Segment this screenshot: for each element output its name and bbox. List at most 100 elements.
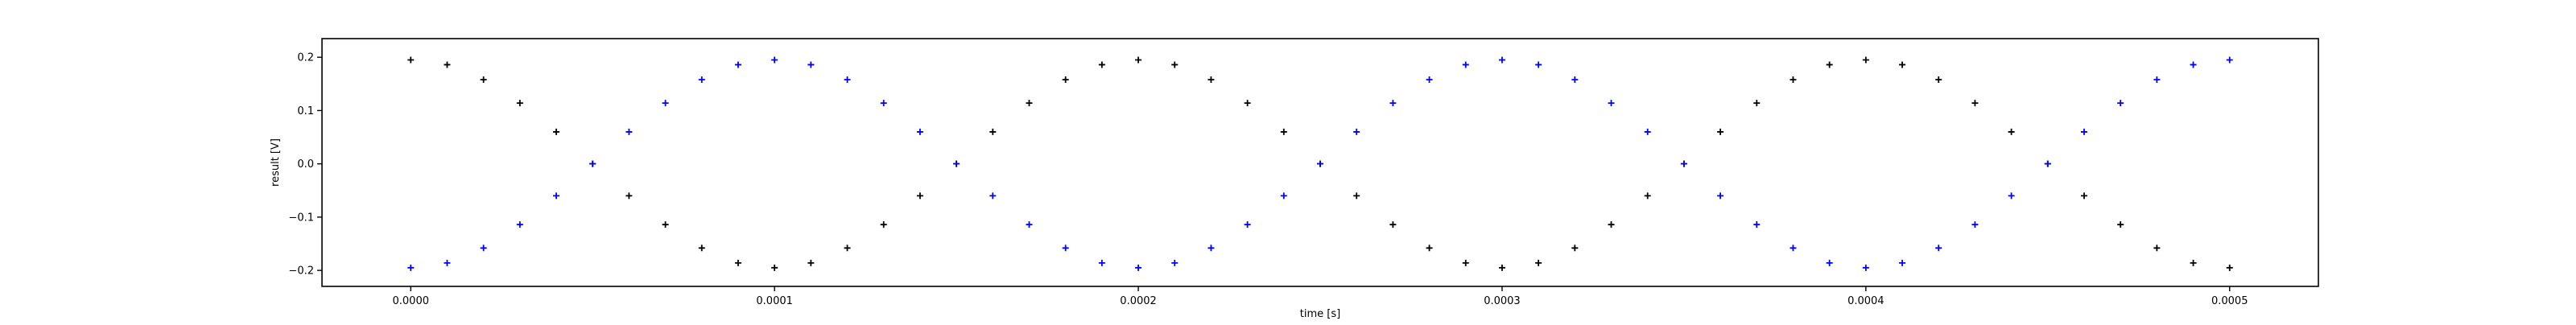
data-point xyxy=(407,56,415,64)
data-point xyxy=(807,259,815,266)
data-point xyxy=(589,160,597,167)
data-point xyxy=(1644,192,1651,200)
data-point xyxy=(1498,264,1505,271)
data-point xyxy=(1426,245,1433,252)
data-point xyxy=(734,61,741,68)
y-tick-label: 0.1 xyxy=(297,105,314,117)
data-point xyxy=(1062,245,1069,252)
data-point xyxy=(2153,245,2161,252)
data-point xyxy=(698,245,705,252)
data-point xyxy=(553,128,560,135)
data-point xyxy=(625,128,633,135)
data-point xyxy=(1244,221,1251,228)
y-tick-label: −0.1 xyxy=(288,212,314,224)
data-point xyxy=(1135,56,1142,64)
data-point xyxy=(844,76,851,84)
data-point xyxy=(1098,61,1105,68)
data-point xyxy=(2117,221,2124,228)
data-point xyxy=(1208,245,1215,252)
data-point xyxy=(2008,192,2015,200)
data-point xyxy=(1644,128,1651,135)
data-point xyxy=(1098,259,1105,266)
series-0 xyxy=(407,56,2233,271)
data-point xyxy=(1026,100,1033,107)
data-point xyxy=(1826,61,1833,68)
data-point xyxy=(1280,192,1287,200)
data-point xyxy=(516,221,523,228)
data-point xyxy=(1244,100,1251,107)
data-point xyxy=(771,264,778,271)
data-point xyxy=(1790,76,1797,84)
data-point xyxy=(1971,221,1979,228)
data-point xyxy=(1317,160,1323,167)
x-axis-ticks: 0.0000 0.0001 0.0002 0.0003 0.0004 0.0005 xyxy=(393,286,2248,307)
data-point xyxy=(2153,76,2161,84)
data-point xyxy=(553,192,560,200)
data-point xyxy=(989,128,997,135)
data-point xyxy=(1680,160,1687,167)
data-point xyxy=(880,221,887,228)
x-tick-label: 0.0001 xyxy=(756,295,793,307)
data-point xyxy=(1899,61,1906,68)
data-point xyxy=(1753,221,1761,228)
y-tick-label: 0.0 xyxy=(297,158,314,171)
y-tick-label: 0.2 xyxy=(297,52,314,64)
data-point xyxy=(1389,221,1397,228)
x-tick-label: 0.0003 xyxy=(1484,295,1521,307)
data-point xyxy=(2226,56,2233,64)
data-point xyxy=(771,56,778,64)
data-point xyxy=(1717,128,1724,135)
data-point xyxy=(2080,128,2087,135)
data-series xyxy=(407,56,2233,271)
data-point xyxy=(953,160,960,167)
x-tick-label: 0.0004 xyxy=(1847,295,1885,307)
x-tick-label: 0.0005 xyxy=(2211,295,2248,307)
x-tick-label: 0.0000 xyxy=(393,295,430,307)
data-point xyxy=(516,100,523,107)
data-point xyxy=(916,192,923,200)
data-point xyxy=(844,245,851,252)
data-point xyxy=(625,192,633,200)
data-point xyxy=(1790,245,1797,252)
y-tick-label: −0.2 xyxy=(288,265,314,278)
data-point xyxy=(989,192,997,200)
data-point xyxy=(662,100,669,107)
data-point xyxy=(1353,128,1360,135)
x-axis-label: time [s] xyxy=(1300,308,1340,320)
data-point xyxy=(1935,245,1942,252)
data-point xyxy=(1971,100,1979,107)
data-point xyxy=(1862,264,1869,271)
data-point xyxy=(1171,259,1179,266)
data-point xyxy=(1899,259,1906,266)
data-point xyxy=(407,264,415,271)
data-point xyxy=(1062,76,1069,84)
y-axis-ticks: −0.2 −0.1 0.0 0.1 0.2 xyxy=(288,52,322,278)
data-point xyxy=(1535,259,1542,266)
data-point xyxy=(444,259,451,266)
data-point xyxy=(1280,128,1287,135)
data-point xyxy=(1171,61,1179,68)
data-point xyxy=(2080,192,2087,200)
data-point xyxy=(1426,76,1433,84)
data-point xyxy=(2190,61,2197,68)
data-point xyxy=(1535,61,1542,68)
data-point xyxy=(2226,264,2233,271)
data-point xyxy=(880,100,887,107)
data-point xyxy=(1608,221,1615,228)
plot-frame xyxy=(321,38,2319,287)
data-point xyxy=(1753,100,1761,107)
data-point xyxy=(1608,100,1615,107)
data-point xyxy=(1498,56,1505,64)
series-1 xyxy=(407,56,2233,271)
x-tick-label: 0.0002 xyxy=(1120,295,1157,307)
data-point xyxy=(698,76,705,84)
data-point xyxy=(1026,221,1033,228)
data-point xyxy=(1389,100,1397,107)
data-point xyxy=(1717,192,1724,200)
data-point xyxy=(734,259,741,266)
data-point xyxy=(1208,76,1215,84)
data-point xyxy=(1935,76,1942,84)
data-point xyxy=(1862,56,1869,64)
